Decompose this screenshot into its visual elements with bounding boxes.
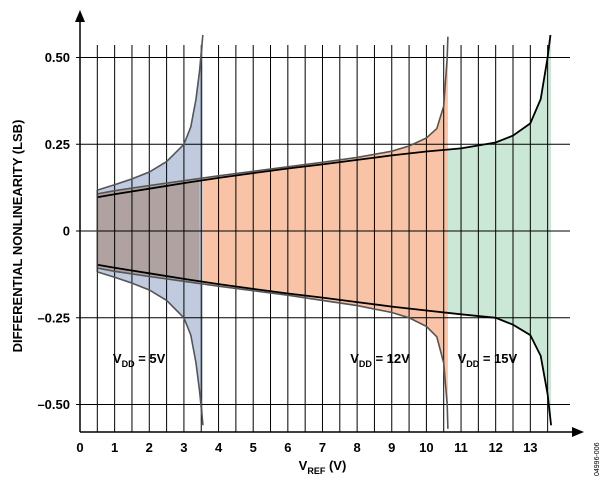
- y-tick-label: 0.50: [45, 50, 70, 65]
- vdd-annotation-2: VDD = 15V: [458, 351, 518, 369]
- x-tick-label: 7: [319, 440, 326, 455]
- series-lower-line-2: [97, 271, 204, 426]
- series-lower-line-0: [97, 263, 552, 426]
- series-upper-line-0: [97, 35, 552, 199]
- x-tick-label: 0: [76, 440, 83, 455]
- series-fill-1: [97, 36, 448, 429]
- series-upper-line-2: [97, 35, 204, 191]
- x-tick-label: 1: [111, 440, 118, 455]
- grid: [80, 45, 570, 432]
- x-axis-arrow: [572, 427, 584, 437]
- x-tick-label: 2: [146, 440, 153, 455]
- series-boundaries: [96, 35, 552, 429]
- x-tick-label: 8: [354, 440, 361, 455]
- vdd-annotation-0: VDD = 5V: [113, 351, 166, 369]
- vdd-annotation-1: VDD = 12V: [350, 351, 410, 369]
- y-tick-label: 0.25: [45, 137, 70, 152]
- y-tick-label: –0.50: [37, 397, 70, 412]
- y-axis-title: DIFFERENTIAL NONLINEARITY (LSB): [10, 120, 25, 353]
- x-tick-labels: 0 1 2 3 4 5 6 7 8 9 10 11 12 13: [76, 440, 537, 455]
- x-tick-label: 6: [284, 440, 291, 455]
- series-fills: [97, 35, 552, 429]
- figure-id: 04996-006: [594, 442, 601, 476]
- x-tick-label: 11: [454, 440, 468, 455]
- y-tick-labels: 0.50 0.25 0 –0.25 –0.50: [37, 50, 70, 412]
- y-tick-label: –0.25: [37, 310, 70, 325]
- y-tick-label: 0: [63, 224, 70, 239]
- x-tick-label: 4: [215, 440, 223, 455]
- series-annotations: VDD = 5V VDD = 12V VDD = 15V: [113, 351, 518, 369]
- x-tick-label: 5: [250, 440, 257, 455]
- x-axis-title: VREF (V): [299, 458, 347, 476]
- axes: [75, 10, 584, 437]
- series-upper-line-1: [97, 36, 449, 195]
- x-tick-label: 9: [388, 440, 395, 455]
- series-lower-line-1: [97, 267, 449, 429]
- x-tick-label: 13: [523, 440, 537, 455]
- x-tick-label: 10: [419, 440, 433, 455]
- x-tick-label: 3: [180, 440, 187, 455]
- y-axis-arrow: [75, 10, 85, 22]
- x-tick-label: 12: [488, 440, 502, 455]
